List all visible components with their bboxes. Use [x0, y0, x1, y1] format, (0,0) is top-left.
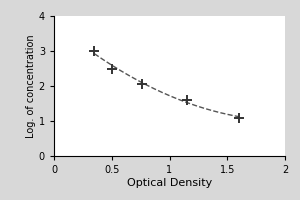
Y-axis label: Log. of concentration: Log. of concentration [26, 34, 36, 138]
X-axis label: Optical Density: Optical Density [127, 178, 212, 188]
